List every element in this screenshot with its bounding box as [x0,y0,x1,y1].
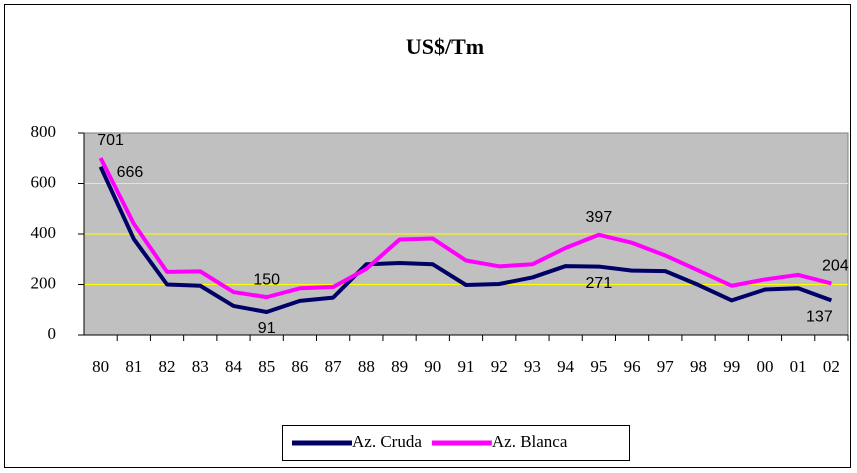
x-tick-label: 88 [358,357,375,376]
legend-label: Az. Cruda [352,432,422,451]
x-tick-label: 82 [159,357,176,376]
x-tick-label: 91 [458,357,475,376]
x-tick-label: 83 [192,357,209,376]
x-tick-label: 94 [557,357,575,376]
data-label: 137 [806,309,833,326]
y-tick-label: 600 [31,172,57,191]
x-tick-label: 96 [624,357,641,376]
data-label: 271 [586,275,613,292]
x-tick-label: 81 [125,357,142,376]
x-tick-label: 80 [92,357,109,376]
x-tick-label: 95 [590,357,607,376]
x-tick-label: 92 [491,357,508,376]
data-label: 701 [97,132,124,149]
x-tick-label: 99 [723,357,740,376]
data-label: 150 [253,271,280,288]
x-tick-label: 85 [258,357,275,376]
x-tick-label: 89 [391,357,408,376]
x-tick-label: 98 [690,357,707,376]
data-label: 204 [822,258,849,275]
x-tick-label: 86 [291,357,308,376]
x-tick-label: 01 [790,357,807,376]
data-label: 91 [258,320,276,337]
y-tick-label: 200 [31,273,57,292]
x-tick-label: 90 [424,357,441,376]
legend-label: Az. Blanca [492,432,568,451]
data-label: 666 [117,164,144,181]
data-label: 397 [586,209,613,226]
x-tick-label: 97 [657,357,675,376]
x-tick-label: 02 [823,357,840,376]
x-tick-label: 87 [325,357,343,376]
y-tick-label: 0 [48,324,57,343]
chart-title: US$/Tm [406,34,484,59]
series-line [98,157,832,300]
series-line [98,165,833,315]
x-tick-label: 00 [756,357,773,376]
y-tick-label: 400 [31,223,57,242]
x-tick-label: 93 [524,357,541,376]
y-tick-label: 800 [31,122,57,141]
x-tick-label: 84 [225,357,243,376]
